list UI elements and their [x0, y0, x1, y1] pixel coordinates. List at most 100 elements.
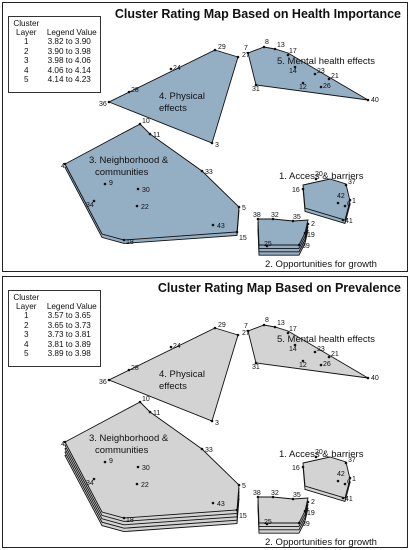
statement-number: 18	[126, 239, 134, 246]
statement-number: 35	[293, 214, 301, 221]
statement-number: 26	[323, 361, 331, 368]
statement-number: 29	[218, 322, 226, 329]
statement-number: 16	[292, 187, 300, 194]
legend-row: 2 3.65 to 3.73	[9, 321, 100, 331]
statement-point	[286, 53, 290, 57]
statement-number: 1	[352, 476, 356, 483]
legend-value: 4.06 to 4.14	[47, 65, 91, 75]
statement-point	[213, 326, 217, 330]
statement-number: 6	[347, 201, 351, 208]
statement-point	[246, 51, 250, 55]
statement-number: 1	[352, 198, 356, 205]
legend-value: 3.73 to 3.81	[47, 330, 91, 339]
statement-number: 3	[215, 142, 219, 149]
statement-number: 41	[345, 496, 353, 503]
statement-point	[169, 345, 173, 349]
statement-number: 11	[153, 132, 160, 139]
statement-number: 31	[252, 86, 260, 93]
cluster-label: communities	[95, 445, 149, 456]
statement-point	[314, 455, 318, 459]
statement-point	[301, 81, 305, 85]
statement-point	[107, 378, 111, 382]
statement-number: 11	[153, 410, 160, 417]
cluster-label: 5. Mental health effects	[277, 56, 375, 67]
statement-point	[301, 359, 305, 363]
statement-point	[348, 476, 352, 480]
panel-health-importance: Cluster Rating Map Based on Health Impor…	[2, 2, 408, 272]
legend-value: 3.82 to 3.90	[47, 37, 91, 46]
statement-point	[169, 67, 173, 71]
statement-point	[262, 45, 266, 49]
cluster-label: effects	[159, 103, 187, 114]
panel-title: Cluster Rating Map Based on Health Impor…	[114, 7, 401, 21]
statement-point	[200, 447, 204, 451]
statement-point	[303, 509, 307, 513]
statement-number: 37	[348, 179, 356, 186]
statement-number: 2	[311, 499, 315, 506]
statement-point	[327, 77, 331, 81]
statement-point	[256, 495, 260, 499]
statement-point	[313, 350, 317, 354]
legend-layer: 1	[24, 37, 29, 46]
statement-point	[63, 440, 67, 444]
statement-number: 27	[242, 52, 250, 59]
statement-number: 8	[265, 39, 269, 46]
statement-number: 10	[142, 118, 150, 125]
statement-number: 4	[61, 163, 65, 170]
cluster-label: 4. Physical	[159, 369, 205, 380]
legend-row: 5 4.14 to 4.23	[9, 75, 100, 85]
cluster-label: effects	[159, 381, 187, 392]
statement-point	[313, 72, 317, 76]
statement-number: 42	[337, 193, 345, 200]
cluster-label: 3. Neighborhood &	[89, 155, 169, 166]
legend-value: 3.81 to 3.89	[47, 339, 91, 349]
statement-point	[127, 368, 131, 372]
cluster-layer	[247, 46, 369, 101]
legend-layer: 4	[24, 65, 29, 75]
statement-number: 19	[307, 510, 315, 517]
statement-number: 43	[217, 501, 225, 508]
statement-number: 9	[109, 180, 113, 187]
statement-number: 23	[317, 346, 325, 353]
statement-point	[293, 343, 297, 347]
statement-number: 17	[289, 326, 297, 333]
legend-header-layer: Cluster Layer	[13, 19, 40, 37]
statement-point	[148, 410, 152, 414]
statement-number: 28	[131, 87, 139, 94]
cluster-label: 2. Opportunities for growth	[265, 259, 377, 270]
statement-point	[336, 201, 340, 205]
statement-number: 36	[99, 101, 107, 108]
statement-number: 30	[142, 187, 150, 194]
cluster-label: 4. Physical	[159, 91, 205, 102]
statement-point	[291, 497, 295, 501]
cluster-opportunities: 2. Opportunities for growth 38 32 35 2 19 25 39	[253, 490, 377, 548]
statement-number: 27	[242, 330, 250, 337]
legend: Cluster Layer Legend Value 1 3.57 to 3.65…	[8, 290, 101, 367]
statement-number: 34	[86, 202, 94, 209]
statement-point	[366, 98, 370, 102]
cluster-label: 3. Neighborhood &	[89, 433, 169, 444]
cluster-label: 5. Mental health effects	[277, 334, 375, 345]
statement-number: 4	[61, 441, 65, 448]
statement-number: 9	[109, 458, 113, 465]
cluster-layer	[257, 218, 309, 246]
statement-point	[92, 199, 96, 203]
cluster-mental: 5. Mental health effects 7 8 13 17 14 23 21 12 26…	[244, 39, 379, 104]
legend-row: 2 3.90 to 3.98	[9, 47, 100, 57]
statement-number: 32	[271, 212, 279, 219]
statement-point	[271, 217, 275, 221]
cluster-layer	[257, 496, 309, 524]
statement-point	[336, 479, 340, 483]
statement-point	[92, 477, 96, 481]
statement-point	[138, 122, 142, 126]
statement-point	[366, 376, 370, 380]
statement-point	[127, 90, 131, 94]
cluster-label: 1. Access & barriers	[279, 171, 364, 182]
statement-point	[235, 508, 239, 512]
statement-number: 17	[289, 48, 297, 55]
statement-number: 41	[345, 218, 353, 225]
statement-point	[297, 521, 301, 525]
legend-row: 5 3.89 to 3.98	[9, 349, 100, 359]
statement-point	[211, 223, 215, 227]
